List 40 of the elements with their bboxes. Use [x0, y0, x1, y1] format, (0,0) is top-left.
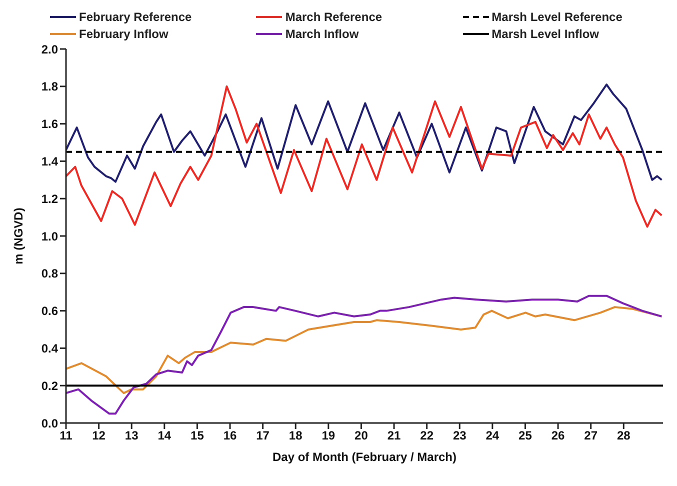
x-tick-label: 22 [420, 428, 434, 443]
x-tick-label: 28 [616, 428, 631, 443]
line-series [66, 84, 663, 183]
x-tick-label: 24 [486, 428, 500, 443]
y-tick-label: 0.2 [41, 378, 58, 393]
y-tick-label: 1.6 [41, 117, 58, 132]
line-series [66, 294, 663, 415]
x-tick-label: 17 [256, 428, 270, 443]
y-tick-label: 1.4 [41, 154, 58, 168]
legend-label: March Reference [285, 10, 382, 24]
y-tick-label: 2.0 [41, 42, 58, 56]
x-tick-label: 23 [452, 428, 467, 443]
y-tick-label: 0.8 [41, 266, 58, 281]
x-tick-label: 11 [60, 428, 73, 443]
legend-label: February Reference [79, 10, 192, 24]
y-tick-label: 1.0 [41, 229, 58, 244]
x-tick-label: 27 [584, 428, 598, 443]
legend-label: February Inflow [79, 27, 168, 41]
x-axis-title: Day of Month (February / March) [272, 450, 457, 464]
x-tick-label: 13 [124, 428, 139, 443]
legend-label: Marsh Level Reference [492, 10, 622, 24]
x-tick-label: 18 [288, 428, 303, 443]
x-tick-label: 19 [322, 428, 336, 443]
legend-label: March Inflow [285, 27, 359, 41]
y-tick-label: 1.2 [41, 192, 58, 206]
x-tick-label: 20 [354, 428, 368, 443]
y-axis-title: m (NGVD) [11, 208, 26, 264]
y-tick-label: 0.6 [41, 304, 58, 318]
x-tick-label: 26 [551, 428, 566, 443]
line-series [66, 85, 663, 228]
x-tick-label: 16 [223, 428, 238, 443]
x-tick-label: 15 [190, 428, 204, 443]
y-tick-label: 0.4 [41, 341, 58, 356]
x-tick-label: 14 [158, 428, 172, 443]
legend-label: Marsh Level Inflow [492, 27, 600, 41]
y-tick-label: 1.8 [41, 80, 58, 94]
x-tick-label: 25 [518, 428, 532, 443]
x-tick-label: 21 [387, 428, 402, 443]
y-tick-label: 0.0 [41, 416, 58, 430]
x-tick-label: 12 [92, 428, 106, 443]
